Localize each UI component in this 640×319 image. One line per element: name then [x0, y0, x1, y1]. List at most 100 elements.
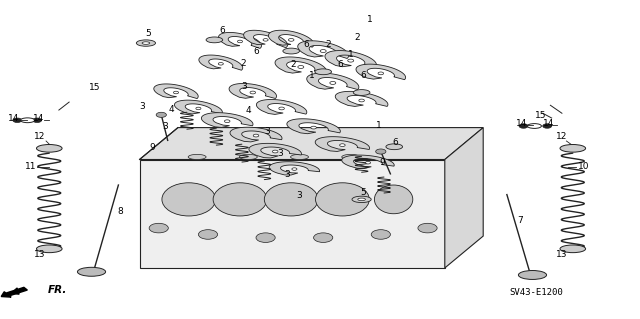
Ellipse shape	[142, 42, 150, 44]
Circle shape	[225, 120, 230, 122]
Text: 14: 14	[543, 119, 555, 128]
Ellipse shape	[264, 183, 318, 216]
Polygon shape	[140, 160, 445, 268]
Ellipse shape	[315, 69, 332, 75]
Polygon shape	[342, 155, 394, 168]
Text: 9: 9	[150, 143, 155, 152]
Text: 13: 13	[34, 250, 45, 259]
Ellipse shape	[353, 90, 370, 95]
Text: 1: 1	[367, 15, 372, 24]
Ellipse shape	[560, 245, 586, 253]
Text: 5: 5	[361, 189, 366, 197]
Text: 9: 9	[380, 158, 385, 167]
Ellipse shape	[36, 145, 62, 152]
Polygon shape	[325, 51, 376, 68]
Text: 5: 5	[146, 29, 151, 38]
Ellipse shape	[136, 40, 156, 46]
Ellipse shape	[239, 154, 257, 160]
Polygon shape	[269, 162, 319, 175]
Polygon shape	[202, 113, 253, 128]
Polygon shape	[316, 137, 369, 152]
Circle shape	[263, 39, 268, 41]
Ellipse shape	[527, 123, 541, 129]
Ellipse shape	[518, 271, 547, 279]
Circle shape	[378, 72, 383, 75]
Ellipse shape	[206, 37, 223, 43]
Circle shape	[218, 63, 223, 65]
Polygon shape	[140, 128, 483, 160]
Text: 4: 4	[169, 105, 174, 114]
Polygon shape	[287, 119, 340, 134]
Circle shape	[196, 107, 201, 110]
Ellipse shape	[36, 245, 62, 253]
Circle shape	[376, 149, 386, 154]
Polygon shape	[445, 128, 483, 268]
Polygon shape	[298, 41, 349, 58]
Ellipse shape	[20, 118, 35, 123]
Text: 2: 2	[241, 59, 246, 68]
Circle shape	[330, 81, 336, 85]
Polygon shape	[154, 84, 198, 99]
Circle shape	[198, 230, 218, 239]
Polygon shape	[257, 100, 307, 115]
Circle shape	[250, 91, 255, 94]
Ellipse shape	[560, 145, 586, 152]
Ellipse shape	[283, 48, 300, 54]
Text: 11: 11	[25, 162, 36, 171]
Text: 3: 3	[278, 149, 283, 158]
Text: 3: 3	[140, 102, 145, 111]
Text: 3: 3	[297, 191, 302, 200]
Ellipse shape	[291, 154, 308, 160]
Polygon shape	[230, 127, 282, 142]
Circle shape	[237, 40, 243, 43]
Text: 3: 3	[284, 170, 289, 179]
Ellipse shape	[77, 267, 106, 276]
Text: 12: 12	[34, 132, 45, 141]
Text: 3: 3	[242, 82, 247, 91]
Text: 6: 6	[393, 138, 398, 147]
Text: 6: 6	[220, 26, 225, 35]
Text: 2: 2	[291, 60, 296, 69]
Circle shape	[289, 39, 294, 41]
Ellipse shape	[386, 144, 403, 150]
Text: 3: 3	[163, 122, 168, 130]
FancyArrow shape	[1, 287, 28, 297]
Ellipse shape	[358, 198, 365, 201]
Text: FR.: FR.	[48, 285, 67, 295]
Text: 6: 6	[338, 60, 343, 69]
Polygon shape	[275, 57, 326, 74]
Polygon shape	[199, 55, 243, 70]
Circle shape	[359, 99, 364, 102]
Circle shape	[33, 118, 42, 122]
Polygon shape	[175, 100, 222, 114]
Circle shape	[13, 118, 22, 122]
Ellipse shape	[374, 185, 413, 214]
Text: 10: 10	[578, 162, 589, 171]
Circle shape	[314, 233, 333, 242]
Text: 15: 15	[89, 83, 100, 92]
Text: 2: 2	[325, 40, 330, 48]
Polygon shape	[335, 91, 388, 107]
Text: 13: 13	[556, 250, 568, 259]
Text: 14: 14	[33, 114, 44, 123]
Text: 6: 6	[361, 71, 366, 80]
Polygon shape	[268, 30, 314, 47]
Circle shape	[340, 144, 345, 146]
Circle shape	[519, 124, 528, 128]
Circle shape	[543, 124, 552, 128]
Circle shape	[253, 134, 259, 137]
Text: 15: 15	[535, 111, 547, 120]
Circle shape	[320, 49, 326, 53]
Ellipse shape	[342, 154, 360, 160]
Circle shape	[418, 223, 437, 233]
Text: 3: 3	[265, 127, 270, 136]
Text: 6: 6	[254, 47, 259, 56]
Text: 1: 1	[348, 50, 353, 59]
Ellipse shape	[162, 183, 216, 216]
Circle shape	[298, 65, 304, 69]
Circle shape	[365, 161, 371, 164]
Text: 1: 1	[310, 71, 315, 80]
Ellipse shape	[352, 196, 371, 203]
Text: 6: 6	[303, 40, 308, 48]
Text: 1: 1	[376, 121, 381, 130]
